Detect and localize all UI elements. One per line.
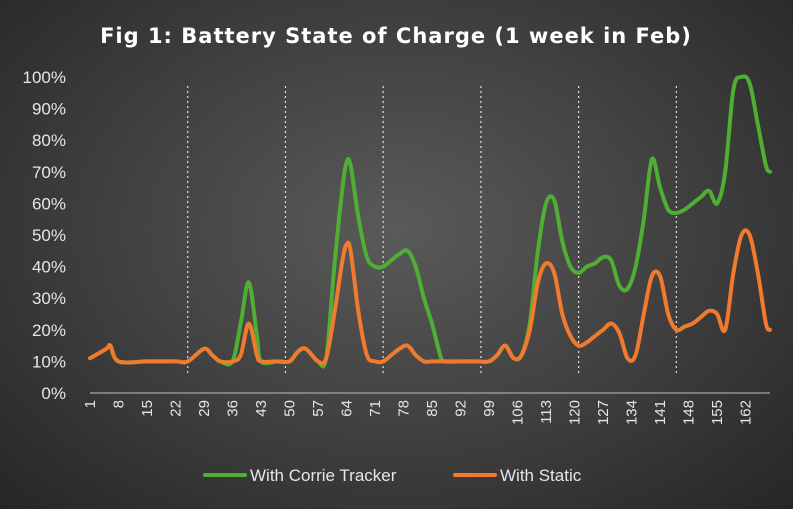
y-tick-label: 100% [23,68,66,87]
x-tick-label: 92 [453,400,470,417]
x-tick-label: 85 [424,400,441,417]
x-tick-label: 113 [538,400,555,424]
x-tick-label: 8 [111,400,128,408]
x-tick-label: 15 [139,400,156,417]
chart-title: Fig 1: Battery State of Charge (1 week i… [100,24,692,48]
legend: With Corrie Tracker With Static [203,466,582,485]
y-tick-label: 20% [32,321,66,340]
y-tick-label: 0% [41,384,66,403]
series-lines [88,74,772,369]
x-tick-label: 50 [282,400,299,417]
y-tick-label: 90% [32,100,66,119]
x-tick-label: 141 [652,400,669,425]
y-tick-label: 60% [32,194,66,213]
y-tick-label: 70% [32,163,66,182]
x-tick-label: 155 [709,400,726,425]
series-line-0 [88,74,772,369]
x-tick-label: 120 [567,400,584,425]
legend-label-0: With Corrie Tracker [250,466,397,485]
x-tick-label: 127 [595,400,612,425]
x-tick-label: 43 [253,400,270,417]
x-tick-label: 78 [396,400,413,417]
y-tick-label: 30% [32,289,66,308]
x-tick-label: 99 [481,400,498,417]
x-tick-label: 71 [367,400,384,417]
y-tick-label: 40% [32,258,66,277]
x-tick-label: 57 [310,400,327,417]
y-tick-label: 10% [32,352,66,371]
x-tick-label: 148 [681,400,698,425]
x-tick-label: 36 [225,400,242,417]
series-line-1 [88,228,772,366]
legend-label-1: With Static [500,466,582,485]
x-tick-label: 162 [738,400,755,425]
x-tick-label: 64 [339,400,356,417]
y-tick-label: 80% [32,131,66,150]
y-tick-label: 50% [32,226,66,245]
x-tick-label: 22 [168,400,185,417]
x-axis-tick-labels: 1 8 15 22 29 36 43 50 57 64 71 78 85 92 99 106 113 120 127… [82,400,755,425]
x-tick-label: 29 [196,400,213,417]
day-dividers [187,86,677,374]
x-tick-label: 134 [624,400,641,425]
y-axis-tick-labels: 0% 10% 20% 30% 40% 50% 60% 70% 80% 90% 100% [23,68,66,403]
x-tick-label: 106 [510,400,527,425]
x-tick-label: 1 [82,400,99,408]
